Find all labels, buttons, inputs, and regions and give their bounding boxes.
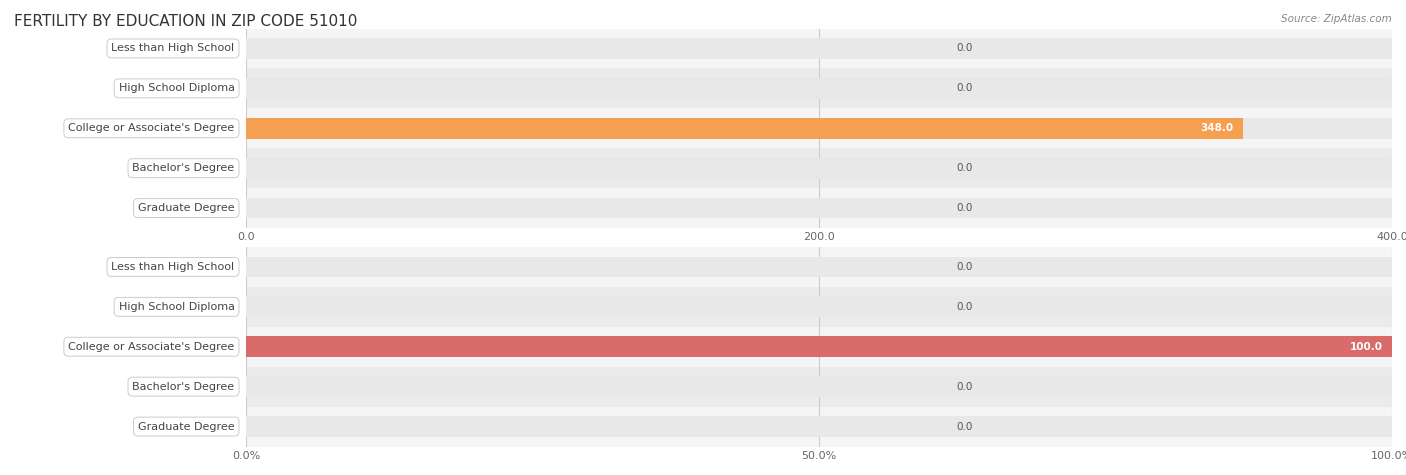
Bar — [246, 256, 1392, 277]
Bar — [246, 287, 1392, 327]
Bar — [246, 376, 1392, 397]
Text: 100.0: 100.0 — [1350, 342, 1382, 352]
Bar — [246, 148, 1392, 188]
Bar — [246, 68, 1392, 108]
Text: 0.0: 0.0 — [956, 203, 973, 213]
Text: 0.0: 0.0 — [956, 262, 973, 272]
Text: High School Diploma: High School Diploma — [118, 302, 235, 312]
Text: 0.0: 0.0 — [956, 302, 973, 312]
Text: 0.0: 0.0 — [956, 381, 973, 392]
Bar — [246, 296, 1392, 317]
Bar — [246, 188, 1392, 228]
Bar — [246, 158, 1392, 179]
Text: High School Diploma: High School Diploma — [118, 83, 235, 94]
Bar — [246, 28, 1392, 68]
Text: College or Associate's Degree: College or Associate's Degree — [69, 342, 235, 352]
Bar — [246, 78, 1392, 99]
Text: College or Associate's Degree: College or Associate's Degree — [69, 123, 235, 133]
Text: Less than High School: Less than High School — [111, 43, 235, 54]
Text: 0.0: 0.0 — [956, 163, 973, 173]
Text: 348.0: 348.0 — [1201, 123, 1234, 133]
Text: Less than High School: Less than High School — [111, 262, 235, 272]
Bar — [246, 327, 1392, 367]
Bar — [246, 198, 1392, 218]
Text: 0.0: 0.0 — [956, 421, 973, 432]
Text: Source: ZipAtlas.com: Source: ZipAtlas.com — [1281, 14, 1392, 24]
Bar — [246, 118, 1243, 139]
Bar — [246, 416, 1392, 437]
Bar — [246, 336, 1392, 357]
Text: Bachelor's Degree: Bachelor's Degree — [132, 381, 235, 392]
Bar — [246, 407, 1392, 446]
Text: FERTILITY BY EDUCATION IN ZIP CODE 51010: FERTILITY BY EDUCATION IN ZIP CODE 51010 — [14, 14, 357, 29]
Bar — [246, 336, 1392, 357]
Text: Graduate Degree: Graduate Degree — [138, 203, 235, 213]
Text: Bachelor's Degree: Bachelor's Degree — [132, 163, 235, 173]
Bar — [246, 118, 1392, 139]
Bar — [246, 367, 1392, 407]
Text: Graduate Degree: Graduate Degree — [138, 421, 235, 432]
Text: 0.0: 0.0 — [956, 43, 973, 54]
Bar — [246, 108, 1392, 148]
Bar — [246, 247, 1392, 287]
Bar — [246, 38, 1392, 59]
Text: 0.0: 0.0 — [956, 83, 973, 94]
